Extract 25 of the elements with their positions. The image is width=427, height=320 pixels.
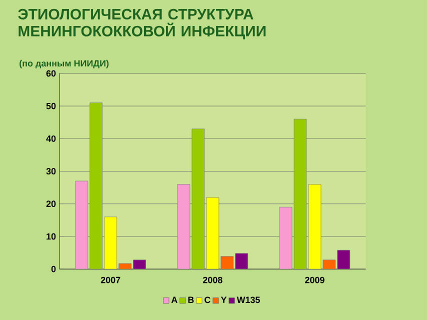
legend-label: W135	[236, 296, 260, 304]
bar	[206, 197, 220, 270]
y-tick-label: 30	[46, 168, 56, 174]
x-tick-label: 2009	[305, 276, 324, 284]
bar	[75, 180, 88, 270]
legend-label: Y	[220, 296, 227, 303]
bar	[337, 250, 350, 270]
bar	[308, 184, 322, 270]
bar	[235, 253, 248, 270]
y-tick-label: 40	[46, 135, 56, 142]
legend-label: B	[188, 296, 194, 303]
bar	[104, 216, 118, 270]
legend-label: A	[171, 296, 178, 303]
chart-subtitle: (по данным НИИДИ)	[20, 60, 109, 68]
x-tick-label: 2008	[202, 276, 222, 284]
bar	[177, 184, 190, 270]
y-tick-label: 10	[46, 233, 56, 240]
y-tick-label: 0	[51, 266, 56, 272]
bar	[279, 206, 292, 270]
y-tick-label: 20	[46, 200, 56, 207]
y-tick-label: 50	[46, 102, 56, 110]
y-tick-label: 60	[46, 70, 56, 77]
legend-label: C	[204, 296, 210, 304]
x-tick-label: 2007	[100, 276, 120, 284]
chart-title: ЭТИОЛОГИЧЕСКАЯ СТРУКТУРА МЕНИНГОКОККОВОЙ ИНФЕКЦИИ	[18, 8, 266, 40]
